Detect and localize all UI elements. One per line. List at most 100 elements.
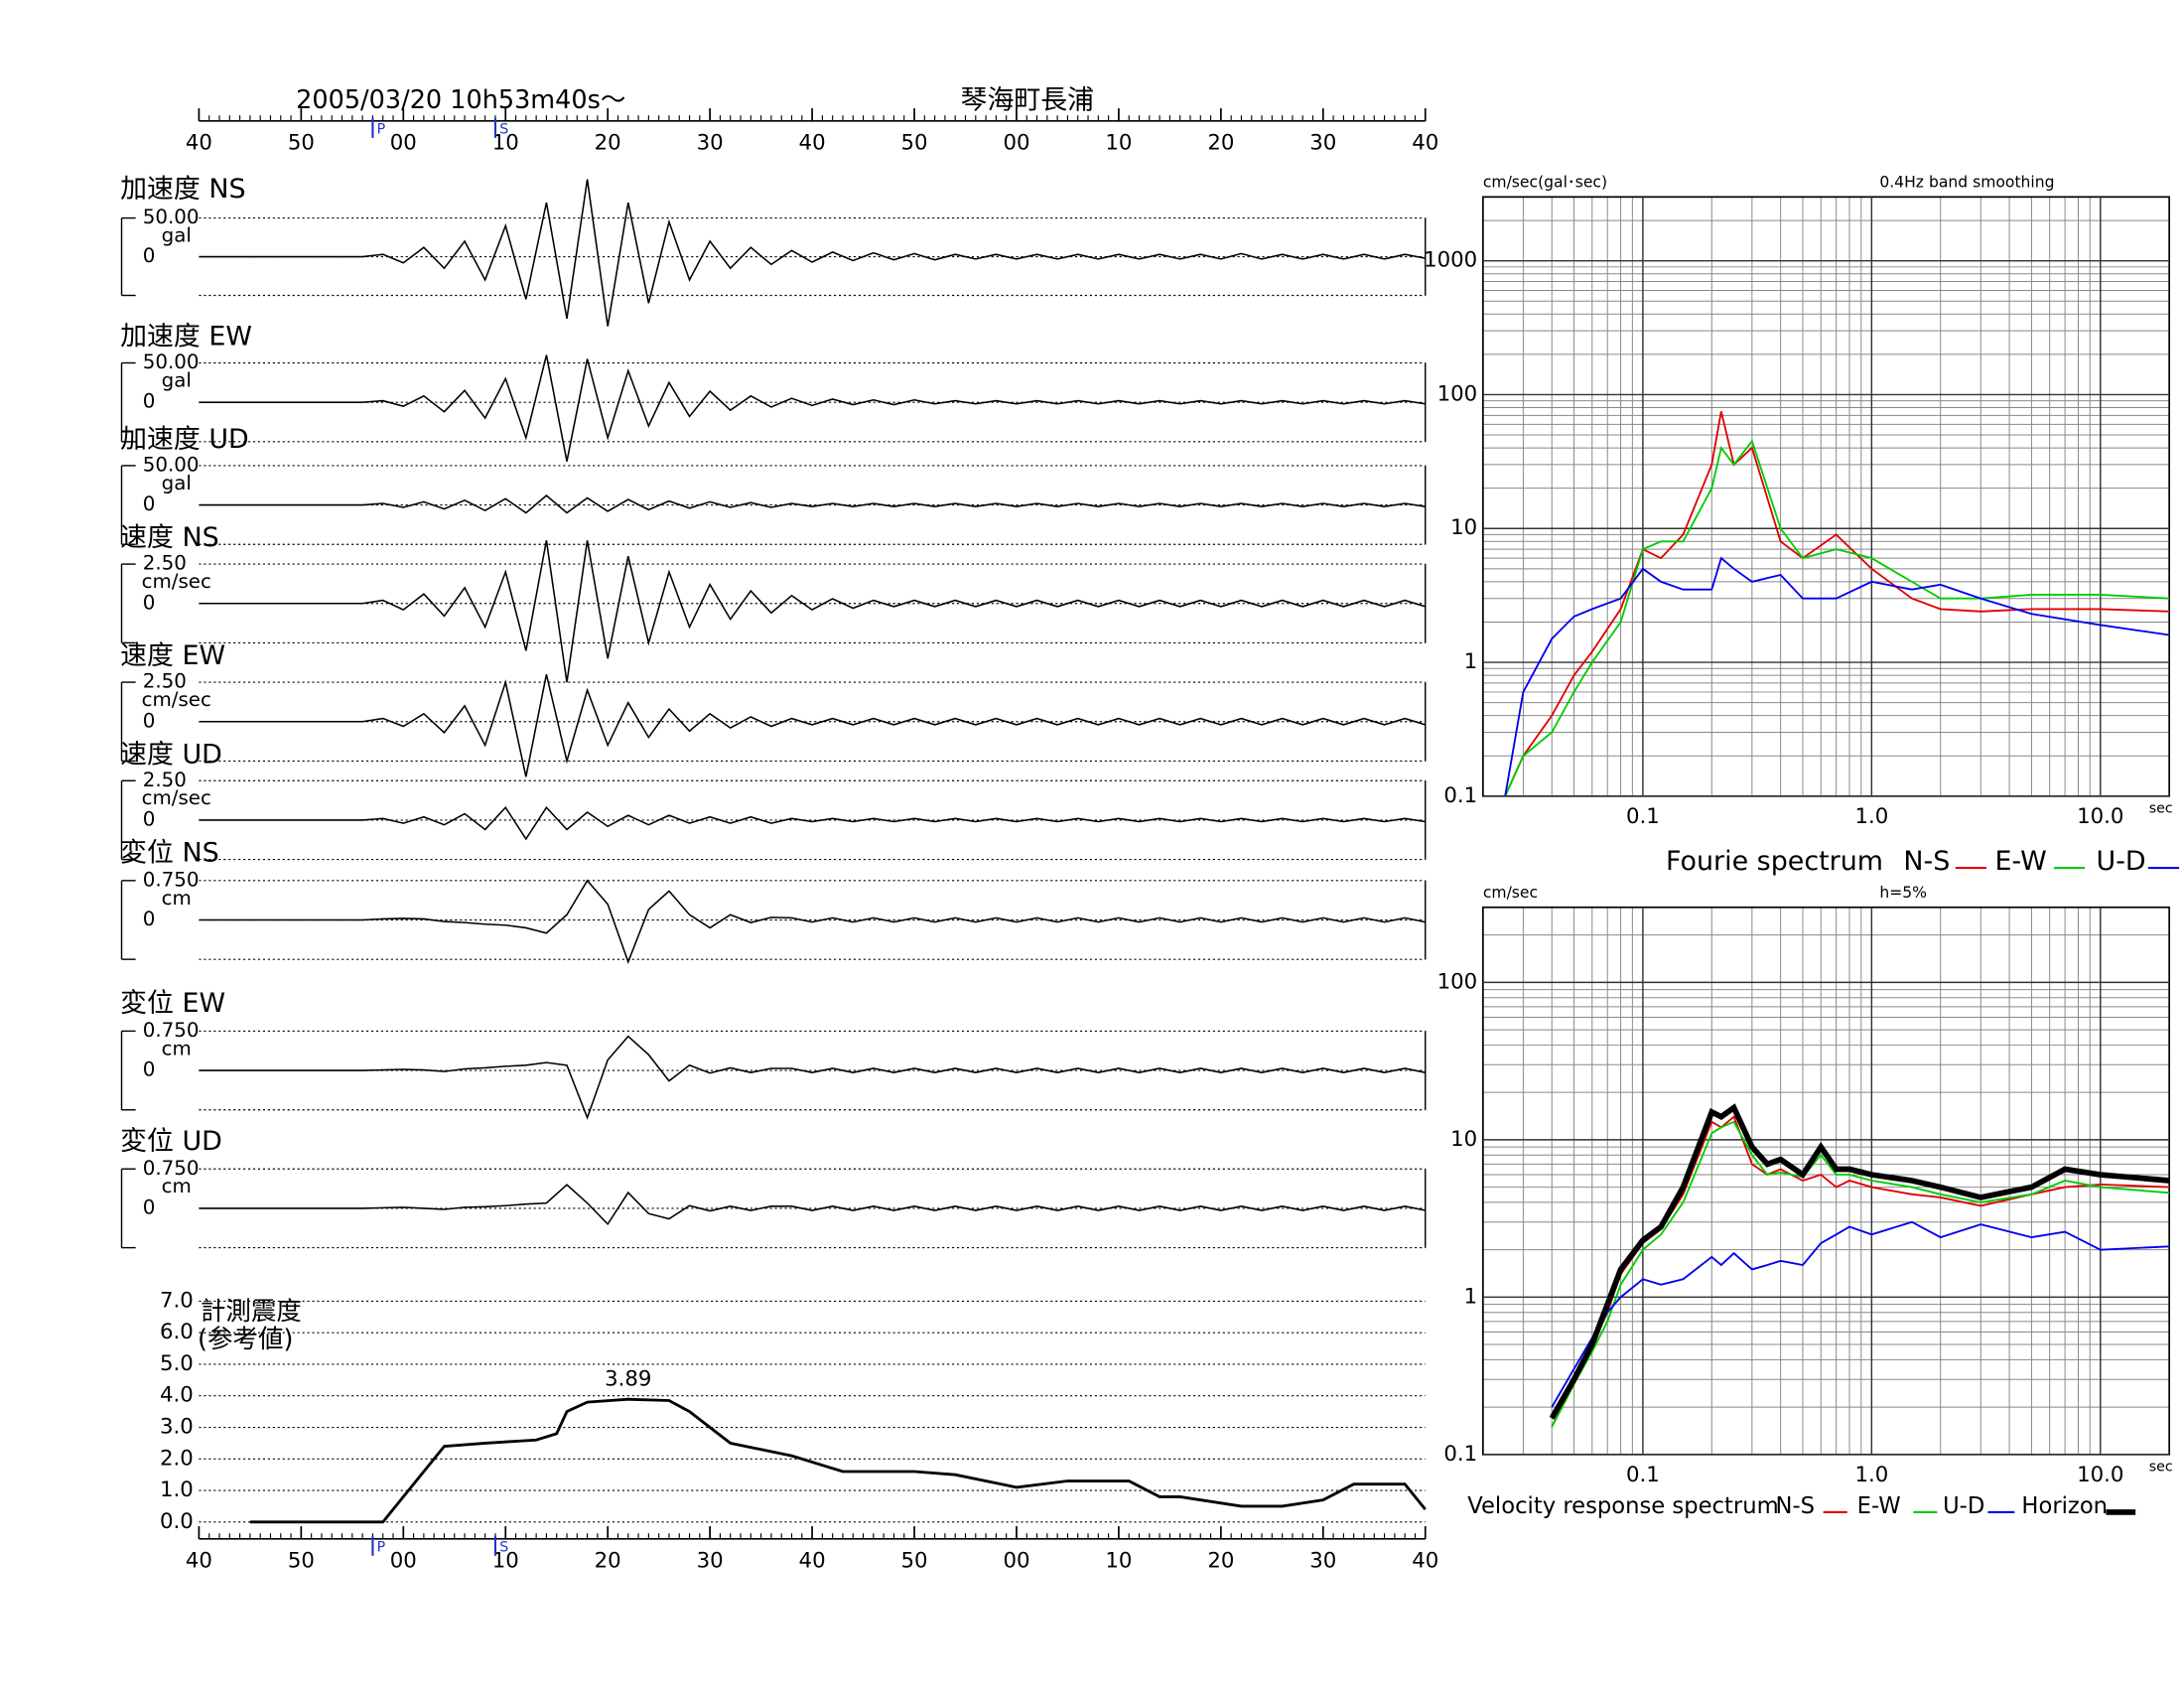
x-tick-label: 40 [186, 1549, 212, 1574]
phase-label: P [377, 121, 386, 137]
y-tick-label: 0.750 [143, 1157, 200, 1180]
unit-label: cm [162, 887, 192, 910]
record-time: 2005/03/20 10h53m40s～ [296, 85, 625, 115]
x-tick-label: 20 [595, 131, 621, 156]
x-tick-label: 00 [390, 131, 417, 156]
plot-frame [1481, 196, 2171, 797]
trace-label: 加速度 UD [120, 424, 249, 455]
x-tick-label: 0.1 [1626, 804, 1660, 829]
x-tick-label: 40 [1412, 1549, 1438, 1574]
x-tick-label: 40 [186, 131, 212, 156]
unit-label: cm/sec [142, 570, 211, 593]
unit-label: cm [162, 1175, 192, 1197]
x-tick-label: 40 [1412, 131, 1438, 156]
legend-label: Horizon [2021, 1493, 2108, 1519]
y-tick-label: 1 [1464, 1284, 1478, 1309]
spectrum-title: Velocity response spectrum [1467, 1493, 1778, 1519]
spectrum-line [1504, 556, 2170, 796]
waveform [199, 879, 1426, 965]
trace-label: 変位 NS [120, 837, 219, 868]
y-tick-label: 2.50 [143, 670, 187, 693]
x-tick-label: 30 [1309, 131, 1336, 156]
x-tick-label: 00 [1003, 1549, 1029, 1574]
x-tick-label: 20 [1207, 1549, 1234, 1574]
legend-label: E-W [1995, 846, 2047, 877]
station-name: 琴海町長浦 [961, 85, 1095, 116]
y-tick-label: 1 [1464, 649, 1478, 674]
trace-label: 速度 EW [120, 640, 225, 671]
y-tick-label: 50.00 [143, 206, 200, 228]
x-tick-label: 20 [595, 1549, 621, 1574]
y-tick-label: 2.50 [143, 769, 187, 791]
x-tick-label: 10 [1105, 1549, 1132, 1574]
phase-label: S [499, 1539, 508, 1555]
y-tick-label: 6.0 [160, 1320, 194, 1344]
annotation: h=5% [1879, 884, 1927, 902]
y-tick-label: 0 [143, 807, 156, 830]
peak-label: 3.89 [605, 1366, 651, 1391]
x-tick-label: 1.0 [1854, 804, 1888, 829]
y-tick-label: 2.50 [143, 552, 187, 575]
x-axis-unit: sec [2149, 1460, 2173, 1476]
trace-label: 変位 UD [120, 1126, 222, 1157]
unit-label: gal [162, 472, 192, 494]
trace-label: 変位 EW [120, 988, 225, 1019]
x-tick-label: 30 [697, 131, 724, 156]
waveform [199, 805, 1426, 841]
x-tick-label: 10 [492, 131, 519, 156]
y-tick-label: 0.1 [1443, 1442, 1477, 1467]
unit-label: cm/sec [142, 786, 211, 809]
y-tick-label: 0 [143, 908, 156, 930]
y-tick-label: 0.750 [143, 1019, 200, 1042]
spectrum-line [1551, 1220, 2170, 1408]
legend-label: U-D [1943, 1493, 1984, 1519]
waveform [199, 673, 1426, 777]
waveform [199, 1184, 1426, 1226]
waveform [199, 540, 1426, 683]
x-tick-label: 40 [799, 1549, 826, 1574]
y-tick-label: 0 [143, 1196, 156, 1218]
annotation: 0.4Hz band smoothing [1879, 174, 2054, 192]
unit-label: cm [162, 1037, 192, 1059]
y-tick-label: 0 [143, 390, 156, 413]
x-tick-label: 10 [1105, 131, 1132, 156]
x-tick-label: 30 [1309, 1549, 1336, 1574]
unit-label: gal [162, 368, 192, 391]
y-axis-unit: cm/sec(gal･sec) [1483, 174, 1607, 192]
y-tick-label: 100 [1437, 969, 1478, 994]
y-tick-label: 1000 [1424, 248, 1477, 273]
trace-label: 加速度 EW [120, 322, 252, 352]
x-tick-label: 30 [697, 1549, 724, 1574]
x-tick-label: 50 [288, 1549, 315, 1574]
y-tick-label: 0.1 [1443, 783, 1477, 808]
unit-label: gal [162, 224, 192, 247]
y-tick-label: 7.0 [160, 1288, 194, 1313]
y-tick-label: 10 [1450, 1127, 1477, 1152]
intensity-line [249, 1397, 1427, 1524]
waveform [199, 494, 1426, 514]
x-tick-label: 10.0 [2077, 804, 2123, 829]
x-tick-label: 40 [799, 131, 826, 156]
y-tick-label: 0 [143, 591, 156, 614]
y-tick-label: 0 [143, 709, 156, 732]
y-tick-label: 0 [143, 1058, 156, 1081]
intensity-subtitle: (参考値) [198, 1325, 293, 1354]
legend-label: E-W [1857, 1493, 1901, 1519]
legend-label: N-S [1776, 1493, 1816, 1519]
x-tick-label: 00 [1003, 131, 1029, 156]
y-tick-label: 1.0 [160, 1477, 194, 1502]
spectrum-line [1551, 1120, 2170, 1428]
x-tick-label: 10 [492, 1549, 519, 1574]
legend-label: N-S [1903, 846, 1950, 877]
y-tick-label: 0 [143, 244, 156, 267]
x-tick-label: 50 [901, 131, 928, 156]
spectrum-line [1551, 1115, 2170, 1428]
spectrum-title: Fourie spectrum [1666, 846, 1883, 877]
waveform [199, 179, 1426, 327]
y-tick-label: 0.750 [143, 868, 200, 891]
y-axis-unit: cm/sec [1483, 884, 1538, 902]
trace-label: 速度 NS [120, 522, 219, 553]
intensity-title: 計測震度 [201, 1297, 302, 1327]
y-tick-label: 0.0 [160, 1509, 194, 1534]
